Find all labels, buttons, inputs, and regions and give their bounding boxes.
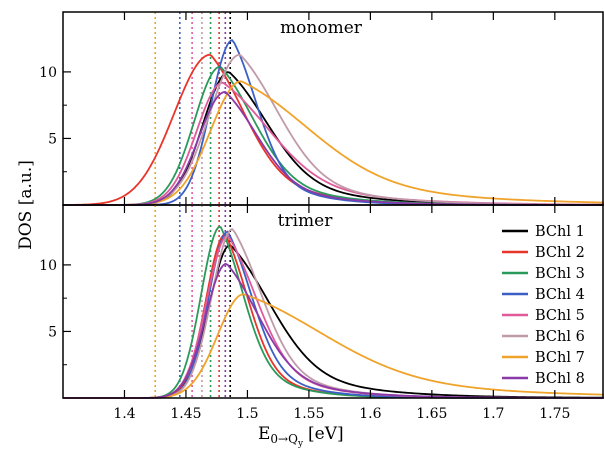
panel-frame-trimer (62, 204, 604, 399)
legend-label-bchl-8: BChl 8 (535, 371, 585, 387)
y-axis-title: DOS [a.u.] (16, 160, 36, 250)
plot-layer: 5 10 monomer 5 10 trimer 1.4 1.45 1.5 1.55 1.6 1.65… (39, 11, 604, 422)
legend-label-bchl-4: BChl 4 (535, 287, 585, 303)
y-tick-label-trimer-1: 5 (48, 324, 57, 340)
x-tick-label-4: 1.55 (293, 406, 324, 422)
x-axis-title-main: E (258, 424, 270, 444)
x-tick-label-8: 1.75 (539, 406, 570, 422)
y-tick-label-monomer-1: 5 (48, 131, 57, 147)
x-tick-label-2: 1.45 (170, 406, 201, 422)
x-axis-title-sub: 0→Q (270, 432, 298, 446)
panel-title-monomer: monomer (280, 18, 363, 38)
x-tick-label-7: 1.7 (482, 406, 504, 422)
legend-label-bchl-5: BChl 5 (535, 308, 585, 324)
x-axis-title: E0→Qy [eV] (258, 424, 344, 449)
x-tick-label-3: 1.5 (236, 406, 258, 422)
legend-label-bchl-2: BChl 2 (535, 245, 585, 261)
x-axis-title-unit: [eV] (308, 424, 344, 444)
panel-title-trimer: trimer (278, 211, 334, 231)
legend-label-bchl-7: BChl 7 (535, 350, 585, 366)
x-axis-title-subsub: y (297, 439, 304, 449)
x-tick-label-1: 1.4 (113, 406, 135, 422)
legend-label-bchl-1: BChl 1 (535, 224, 585, 240)
legend-label-bchl-3: BChl 3 (535, 266, 585, 282)
legend-label-bchl-6: BChl 6 (535, 329, 585, 345)
y-tick-label-trimer-2: 10 (39, 258, 57, 274)
x-tick-label-6: 1.65 (416, 406, 447, 422)
x-tick-label-5: 1.6 (359, 406, 381, 422)
y-tick-label-monomer-2: 10 (39, 65, 57, 81)
